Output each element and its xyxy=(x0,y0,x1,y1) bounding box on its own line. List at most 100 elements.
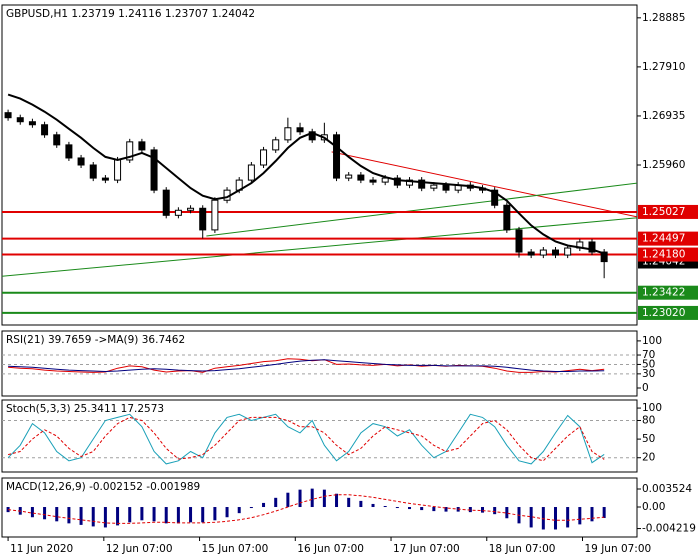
candle-body xyxy=(418,179,426,189)
macd-bar xyxy=(30,507,34,518)
y-tick-label: 100 xyxy=(642,335,662,347)
level-label: 1.23020 xyxy=(642,307,685,319)
macd-bar xyxy=(286,492,290,508)
panel-title: Stoch(5,3,3) 25.3411 17.2573 xyxy=(6,403,164,415)
macd-bar xyxy=(578,507,582,525)
level-tag xyxy=(638,247,698,262)
macd-bar xyxy=(395,507,399,509)
trend-line xyxy=(2,217,637,277)
macd-bar xyxy=(408,507,412,510)
macd-bar xyxy=(590,507,594,522)
panel-plot xyxy=(2,93,637,314)
candle-body xyxy=(442,184,450,191)
y-tick-label: 70 xyxy=(642,349,655,361)
x-tick-label: 11 Jun 2020 xyxy=(10,543,73,555)
macd-bar xyxy=(553,507,557,530)
panel-plot xyxy=(2,413,637,465)
macd-bar xyxy=(201,507,205,523)
macd-bar xyxy=(116,507,120,526)
macd-bar xyxy=(152,507,156,522)
y-tick-label: 0.00 xyxy=(642,501,665,513)
indicator-line xyxy=(8,359,605,373)
macd-bar xyxy=(91,507,95,527)
panel-title: RSI(21) 39.7659 ->MA(9) 36.7462 xyxy=(6,334,185,346)
level-label: 1.24180 xyxy=(642,249,685,261)
y-tick-label: 50 xyxy=(642,358,655,370)
candle-body xyxy=(41,124,49,136)
macd-bar xyxy=(371,503,375,508)
macd-bar xyxy=(128,507,132,523)
macd-bar xyxy=(67,507,71,524)
candle-body xyxy=(333,134,341,179)
candle-body xyxy=(393,177,401,186)
candle-body xyxy=(199,207,207,231)
macd-bar xyxy=(432,507,436,512)
candle-body xyxy=(260,149,268,166)
candle-body xyxy=(430,184,438,189)
macd-bar xyxy=(43,507,47,520)
level-tag xyxy=(638,285,698,300)
macd-bar xyxy=(335,493,339,508)
macd-bar xyxy=(566,507,570,528)
y-tick-label: 80 xyxy=(642,414,655,426)
candle-body xyxy=(77,157,85,166)
x-tick-label: 17 Jun 07:00 xyxy=(393,543,460,555)
candle-body xyxy=(187,207,195,211)
macd-bar xyxy=(189,507,193,523)
panel-frame xyxy=(1,399,638,473)
x-tick-label: 16 Jun 07:00 xyxy=(297,543,364,555)
candle-body xyxy=(551,249,559,256)
macd-bar xyxy=(79,507,83,525)
level-tag xyxy=(638,231,698,246)
macd-bar xyxy=(481,507,485,513)
y-tick-label: 0 xyxy=(642,382,649,394)
macd-bar xyxy=(383,505,387,508)
x-tick-label: 18 Jun 07:00 xyxy=(489,543,556,555)
y-tick-label: 1.27910 xyxy=(642,61,685,73)
x-tick-label: 15 Jun 07:00 xyxy=(202,543,269,555)
y-tick-label: 100 xyxy=(642,402,662,414)
moving-average xyxy=(7,93,605,255)
candle-body xyxy=(150,149,158,191)
candle-body xyxy=(381,177,389,183)
macd-bar xyxy=(237,507,241,514)
candle-body xyxy=(114,159,122,181)
macd-bar xyxy=(164,507,168,524)
macd-bar xyxy=(347,497,351,508)
candle-body xyxy=(101,177,109,181)
macd-bar xyxy=(249,507,253,509)
macd-bar xyxy=(444,507,448,512)
candle-body xyxy=(89,164,97,179)
candle-body xyxy=(65,144,73,159)
candle-body xyxy=(162,189,170,216)
macd-bar xyxy=(529,507,533,528)
y-tick-label: 1.25960 xyxy=(642,159,685,171)
macd-bar xyxy=(310,488,314,508)
candle-body xyxy=(588,241,596,253)
y-tick-label: 1.28885 xyxy=(642,12,685,24)
level-label: 1.23422 xyxy=(642,287,685,299)
candle-body xyxy=(53,134,61,146)
candle-body xyxy=(345,174,353,179)
macd-bar xyxy=(298,489,302,508)
macd-bar xyxy=(420,507,424,511)
macd-bar xyxy=(602,507,606,519)
y-tick-label: 1.26935 xyxy=(642,110,685,122)
macd-bar xyxy=(103,507,107,528)
macd-bar xyxy=(493,507,497,515)
candle-body xyxy=(126,141,134,161)
trend-line xyxy=(206,182,637,237)
x-tick-label: 19 Jun 07:00 xyxy=(585,543,652,555)
macd-bar xyxy=(541,507,545,530)
macd-bar xyxy=(262,502,266,508)
macd-bar xyxy=(225,507,229,518)
macd-bar xyxy=(359,500,363,508)
panel-frame xyxy=(1,330,638,397)
candle-body xyxy=(600,251,608,263)
candle-body xyxy=(357,174,365,181)
indicator-line xyxy=(7,413,605,465)
y-tick-label: -0.004219 xyxy=(642,523,696,535)
macd-bar xyxy=(6,507,10,513)
panel-title: GBPUSD,H1 1.23719 1.24116 1.23707 1.2404… xyxy=(6,8,255,20)
candle-body xyxy=(515,229,523,253)
